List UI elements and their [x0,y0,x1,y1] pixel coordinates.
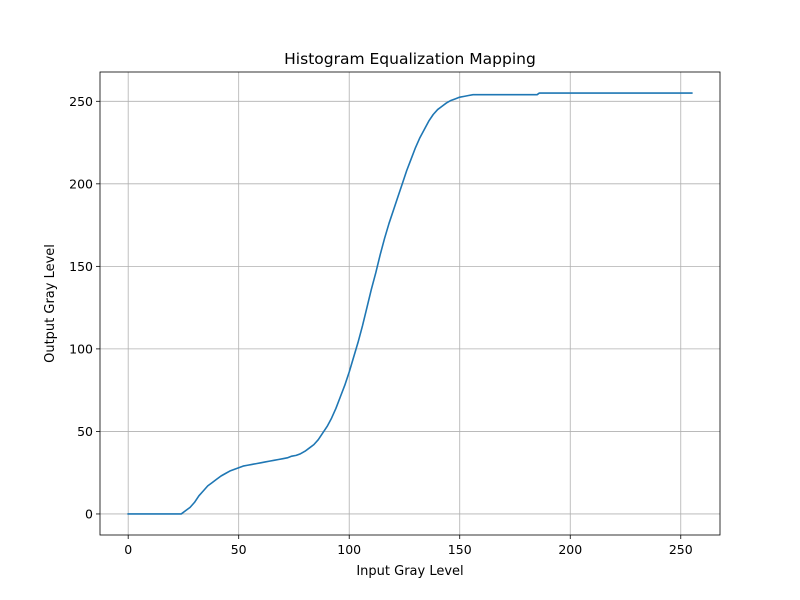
series-layer [127,92,693,515]
y-tick-label: 0 [85,506,93,521]
x-axis-label: Input Gray Level [356,564,463,579]
chart-title: Histogram Equalization Mapping [284,50,536,68]
y-tick-label: 150 [69,259,93,274]
y-tick-label: 250 [69,94,93,109]
ticks: 0 50 100 150 200 250 0 50 100 150 200 250 [69,94,693,557]
series-line [127,92,693,515]
x-tick-label: 0 [124,542,132,557]
y-tick-label: 100 [69,341,93,356]
x-tick-label: 250 [669,542,693,557]
x-tick-label: 150 [448,542,472,557]
y-axis-label: Output Gray Level [43,244,58,363]
x-tick-label: 50 [231,542,247,557]
x-tick-label: 100 [337,542,361,557]
y-tick-label: 50 [77,424,93,439]
grid [100,72,720,535]
plot-frame [99,71,721,536]
x-tick-label: 200 [558,542,582,557]
y-tick-label: 200 [69,176,93,191]
